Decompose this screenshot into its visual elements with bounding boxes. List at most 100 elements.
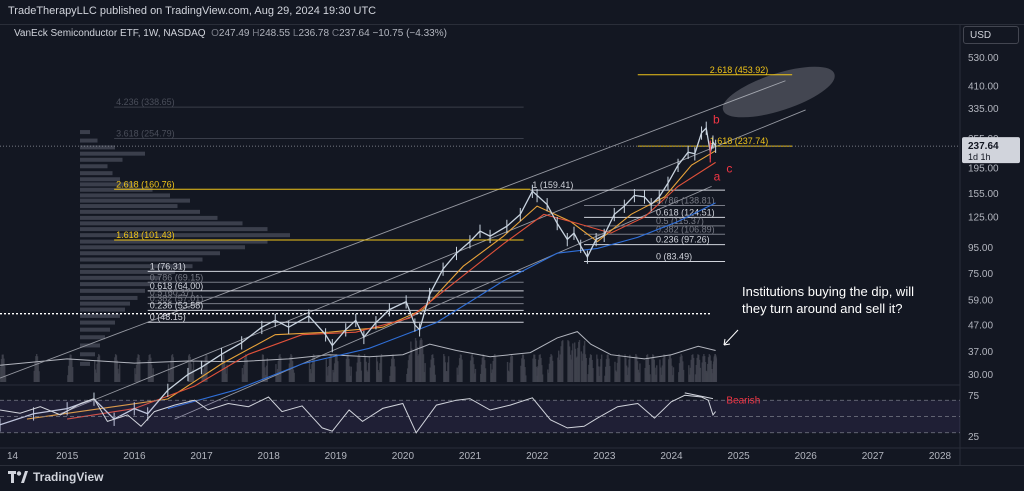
volume-bar bbox=[508, 371, 510, 382]
fib-label: 0 (48.15) bbox=[150, 312, 186, 322]
volume-bar bbox=[280, 357, 282, 382]
time-tick-label: 2027 bbox=[862, 451, 885, 462]
time-axis: 14 2015 2016 2017 2018 2019 2020 2021 2022 2023 20… bbox=[7, 451, 952, 462]
volume-bar bbox=[619, 355, 621, 382]
currency-button[interactable]: USD bbox=[963, 26, 1019, 44]
volume-bar bbox=[188, 354, 191, 382]
volume-bar bbox=[656, 365, 658, 382]
volume-bar bbox=[576, 356, 578, 382]
volume-bar bbox=[592, 368, 594, 382]
volume-bar bbox=[326, 366, 328, 382]
volume-bar bbox=[562, 340, 564, 382]
volume-bar bbox=[606, 354, 609, 382]
volume-bar bbox=[617, 356, 619, 382]
volume-bar bbox=[279, 354, 281, 382]
fib-label: 3.618 (254.79) bbox=[116, 128, 175, 138]
volume-bar bbox=[549, 357, 551, 382]
volume-bar bbox=[636, 361, 639, 382]
volume-profile-bin bbox=[80, 171, 113, 176]
volume-bar bbox=[715, 358, 718, 382]
volume-bar bbox=[266, 358, 269, 382]
volume-bar bbox=[558, 359, 561, 382]
volume-bar bbox=[669, 354, 671, 382]
fib-label: 0.382 (106.89) bbox=[656, 224, 715, 234]
fib-label: 0.236 (97.26) bbox=[656, 235, 710, 245]
volume-bar bbox=[310, 373, 312, 382]
volume-bar bbox=[573, 342, 576, 382]
volume-bar bbox=[4, 366, 6, 382]
volume-bar bbox=[289, 356, 291, 382]
volume-bar bbox=[265, 365, 268, 382]
volume-bar bbox=[715, 356, 717, 382]
volume-bar bbox=[333, 363, 336, 382]
volume-bar bbox=[4, 375, 7, 382]
volume-bar bbox=[337, 361, 339, 382]
volume-bar bbox=[662, 358, 664, 382]
fib-label: 0.236 (53.58) bbox=[150, 300, 204, 310]
volume-bar bbox=[393, 358, 395, 382]
volume-bar bbox=[625, 358, 627, 382]
volume-profile-bin bbox=[80, 275, 160, 280]
volume-bar bbox=[481, 357, 484, 382]
volume-bar bbox=[672, 375, 674, 382]
volume-ma-line bbox=[0, 331, 716, 366]
volume-bar bbox=[682, 361, 684, 382]
price-tick-label: 255.00 bbox=[968, 134, 999, 145]
volume-bar bbox=[714, 354, 716, 382]
volume-profile-bin bbox=[80, 182, 135, 187]
volume-bar bbox=[583, 345, 585, 382]
volume-bar bbox=[346, 354, 348, 382]
volume-bar bbox=[446, 371, 448, 382]
volume-bar bbox=[689, 367, 692, 382]
symbol-name[interactable]: VanEck Semiconductor ETF, 1W, NASDAQ bbox=[14, 28, 206, 39]
volume-bar bbox=[647, 357, 650, 382]
volume-bar bbox=[244, 354, 247, 382]
volume-bar bbox=[494, 354, 496, 382]
volume-bar bbox=[629, 354, 631, 382]
volume-bar bbox=[561, 341, 563, 382]
volume-bar bbox=[471, 354, 473, 382]
channel-line bbox=[0, 80, 786, 379]
volume-bar bbox=[537, 359, 540, 382]
price-tick-label: 30.00 bbox=[968, 370, 993, 381]
volume-bar bbox=[115, 355, 118, 382]
volume-bar bbox=[192, 361, 195, 382]
volume-bar bbox=[68, 358, 71, 382]
volume-bar bbox=[277, 360, 280, 382]
volume-bar bbox=[355, 371, 358, 382]
volume-bar bbox=[334, 356, 337, 382]
volume-bar bbox=[171, 354, 174, 382]
volume-bar bbox=[709, 355, 711, 382]
volume-profile-bin bbox=[80, 269, 175, 274]
volume-bar bbox=[221, 357, 223, 382]
volume-bar bbox=[293, 372, 295, 382]
volume-bar bbox=[2, 354, 4, 382]
last-price-badge bbox=[962, 137, 1020, 164]
moving-average-line bbox=[67, 161, 716, 420]
volume-bar bbox=[114, 354, 117, 382]
price-tick-label: 530.00 bbox=[968, 53, 999, 64]
volume-profile-bin bbox=[80, 145, 115, 150]
volume-bar bbox=[541, 365, 543, 382]
volume-bar bbox=[246, 359, 248, 382]
volume-bar bbox=[615, 371, 618, 382]
time-tick-label: 2019 bbox=[325, 451, 348, 462]
tradingview-logo[interactable]: TradingView bbox=[8, 470, 103, 484]
volume-bar bbox=[548, 363, 551, 382]
volume-bar bbox=[244, 357, 246, 382]
volume-bar bbox=[524, 367, 526, 382]
rsi-background bbox=[0, 385, 960, 449]
volume-bar bbox=[432, 354, 434, 382]
volume-profile-bin bbox=[80, 215, 218, 220]
volume-bar bbox=[262, 354, 265, 382]
volume-bar bbox=[525, 375, 527, 382]
volume-bar bbox=[135, 364, 138, 382]
volume-bar bbox=[490, 372, 493, 382]
volume-bar bbox=[379, 356, 382, 382]
volume-bar bbox=[535, 366, 537, 382]
volume-bar bbox=[523, 359, 525, 382]
volume-bar bbox=[309, 369, 312, 382]
volume-bar bbox=[170, 360, 172, 382]
volume-bar bbox=[288, 363, 291, 382]
